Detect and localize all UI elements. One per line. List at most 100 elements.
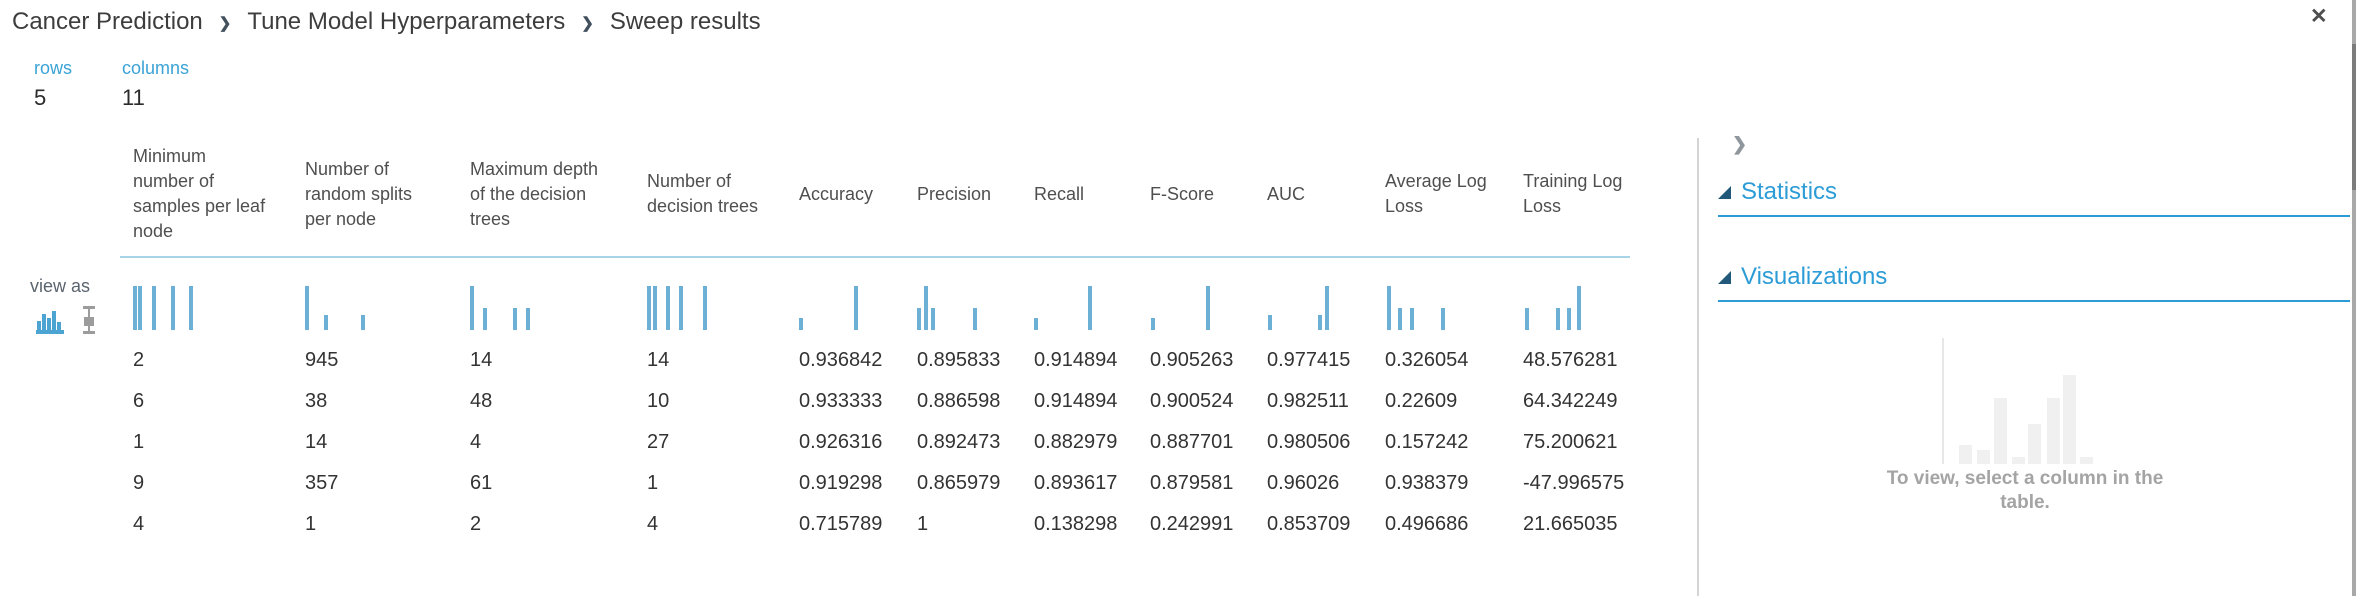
- histogram-bar: [1088, 286, 1092, 330]
- column-header-line: Accuracy: [799, 183, 874, 204]
- statistics-section-header[interactable]: Statistics: [1718, 178, 2350, 206]
- column-header[interactable]: Average Log Loss: [1372, 169, 1510, 219]
- column-histogram[interactable]: [292, 258, 457, 332]
- table-cell[interactable]: 14: [305, 431, 328, 453]
- table-cell[interactable]: 61: [470, 472, 493, 494]
- histogram-bar: [1151, 318, 1155, 330]
- breadcrumb-item-module[interactable]: Tune Model Hyperparameters: [247, 8, 566, 35]
- table-cell[interactable]: 2: [470, 513, 482, 535]
- table-cell[interactable]: 2: [133, 349, 145, 371]
- table-cell[interactable]: 0.22609: [1385, 390, 1458, 412]
- table-cell[interactable]: 21.665035: [1523, 513, 1618, 535]
- table-cell[interactable]: 1: [647, 472, 659, 494]
- columns-count: 11: [122, 85, 145, 110]
- visualizations-section-header[interactable]: Visualizations: [1718, 263, 2350, 291]
- histogram-bar: [653, 286, 657, 330]
- table-cell[interactable]: 6: [133, 390, 145, 412]
- table-cell[interactable]: 0.900524: [1150, 390, 1234, 412]
- histogram-bar: [973, 308, 977, 330]
- table-cell[interactable]: 14: [647, 349, 670, 371]
- column-histogram[interactable]: [120, 258, 292, 332]
- column-header[interactable]: Minimum number of samples per leaf node: [120, 144, 292, 244]
- histogram-bar: [1268, 315, 1272, 330]
- table-cell[interactable]: 0.892473: [917, 431, 1001, 453]
- column-header[interactable]: Precision: [904, 182, 1021, 207]
- panel-collapse-chevron-icon[interactable]: ❯: [1732, 134, 1748, 154]
- column-header[interactable]: Recall: [1021, 182, 1137, 207]
- table-cell[interactable]: 0.138298: [1034, 513, 1118, 535]
- table-histogram-row: [120, 258, 1630, 332]
- table-cell[interactable]: 0.893617: [1034, 472, 1118, 494]
- table-cell[interactable]: 0.886598: [917, 390, 1001, 412]
- table-cell[interactable]: 0.865979: [917, 472, 1001, 494]
- column-header[interactable]: AUC: [1254, 182, 1372, 207]
- table-cell[interactable]: 0.914894: [1034, 349, 1118, 371]
- table-cell[interactable]: 0.938379: [1385, 472, 1469, 494]
- table-cell[interactable]: 0.879581: [1150, 472, 1234, 494]
- column-histogram[interactable]: [1372, 258, 1510, 332]
- table-cell[interactable]: 0.926316: [799, 431, 883, 453]
- column-header[interactable]: Training Log Loss: [1510, 169, 1630, 219]
- vertical-scrollbar-thumb[interactable]: [2352, 44, 2356, 190]
- column-histogram[interactable]: [1254, 258, 1372, 332]
- table-cell[interactable]: 4: [647, 513, 659, 535]
- table-cell[interactable]: 0.914894: [1034, 390, 1118, 412]
- histogram-sparkline: [1150, 286, 1214, 330]
- table-cell[interactable]: 0.980506: [1267, 431, 1351, 453]
- column-histogram[interactable]: [634, 258, 786, 332]
- table-cell[interactable]: 64.342249: [1523, 390, 1618, 412]
- collapse-triangle-icon: [1718, 270, 1731, 284]
- table-cell[interactable]: 0.977415: [1267, 349, 1351, 371]
- table-cell[interactable]: 0.905263: [1150, 349, 1234, 371]
- column-histogram[interactable]: [904, 258, 1021, 332]
- histogram-view-icon[interactable]: [36, 308, 66, 334]
- table-cell[interactable]: 0.982511: [1267, 390, 1349, 412]
- column-header[interactable]: Maximum depth of the decision trees: [457, 157, 634, 232]
- table-cell[interactable]: 10: [647, 390, 670, 412]
- table-cell[interactable]: 0.157242: [1385, 431, 1469, 453]
- table-cell[interactable]: 75.200621: [1523, 431, 1618, 453]
- histogram-bar: [171, 286, 175, 330]
- column-histogram[interactable]: [457, 258, 634, 332]
- table-cell[interactable]: 0.715789: [799, 513, 883, 535]
- table-cell[interactable]: 0.496686: [1385, 513, 1469, 535]
- table-cell[interactable]: 0.936842: [799, 349, 883, 371]
- table-cell[interactable]: 0.887701: [1150, 431, 1234, 453]
- breadcrumb-item-experiment[interactable]: Cancer Prediction: [12, 8, 203, 35]
- table-cell[interactable]: 0.853709: [1267, 513, 1351, 535]
- column-histogram[interactable]: [1021, 258, 1137, 332]
- table-cell[interactable]: 48: [470, 390, 493, 412]
- column-histogram[interactable]: [1137, 258, 1254, 332]
- column-header[interactable]: Accuracy: [786, 182, 904, 207]
- table-cell[interactable]: 0.919298: [799, 472, 883, 494]
- table-cell[interactable]: 0.933333: [799, 390, 883, 412]
- vertical-scrollbar-track[interactable]: [2352, 0, 2356, 596]
- table-cell[interactable]: 1: [917, 513, 929, 535]
- histogram-sparkline: [1385, 286, 1449, 330]
- table-cell[interactable]: 4: [470, 431, 482, 453]
- table-cell[interactable]: 1: [133, 431, 145, 453]
- column-histogram[interactable]: [1510, 258, 1630, 332]
- table-cell[interactable]: 14: [470, 349, 493, 371]
- table-cell[interactable]: 357: [305, 472, 339, 494]
- boxplot-view-icon[interactable]: [82, 306, 96, 334]
- table-cell[interactable]: 9: [133, 472, 145, 494]
- histogram-bar: [1441, 308, 1445, 330]
- table-cell[interactable]: 4: [133, 513, 145, 535]
- table-cell[interactable]: 0.895833: [917, 349, 1001, 371]
- table-cell[interactable]: 38: [305, 390, 328, 412]
- table-cell[interactable]: 48.576281: [1523, 349, 1618, 371]
- table-cell[interactable]: 1: [305, 513, 317, 535]
- column-header[interactable]: Number of decision trees: [634, 169, 786, 219]
- table-cell[interactable]: 0.326054: [1385, 349, 1469, 371]
- table-cell[interactable]: -47.996575: [1523, 472, 1625, 494]
- table-cell[interactable]: 945: [305, 349, 339, 371]
- column-header[interactable]: Number of random splits per node: [292, 157, 457, 232]
- table-cell[interactable]: 0.882979: [1034, 431, 1118, 453]
- table-cell[interactable]: 0.242991: [1150, 513, 1234, 535]
- table-cell[interactable]: 0.96026: [1267, 472, 1340, 494]
- table-cell[interactable]: 27: [647, 431, 670, 453]
- column-histogram[interactable]: [786, 258, 904, 332]
- column-header[interactable]: F-Score: [1137, 182, 1254, 207]
- close-icon[interactable]: ✕: [2310, 5, 2328, 28]
